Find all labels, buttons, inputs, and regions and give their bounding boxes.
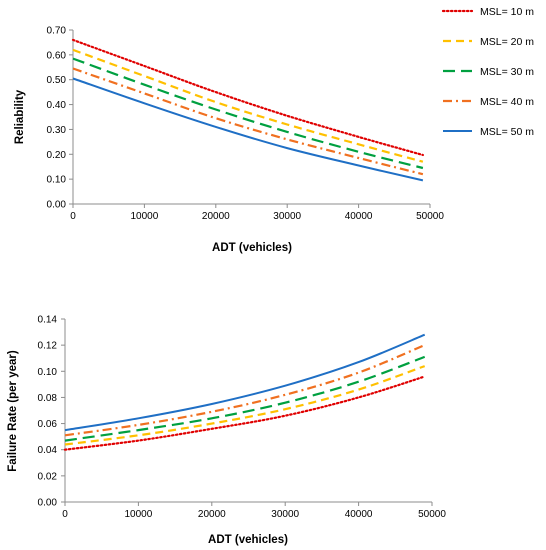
reliability-chart: 0.00 0.10 0.20 0.30 0.40 0.50 0.60 0.70 0 10000 2… xyxy=(14,6,534,254)
reliability-y-axis-title: Reliability xyxy=(14,89,26,144)
series-line-msl-10 xyxy=(63,375,426,451)
series-line-msl-50 xyxy=(72,77,424,182)
y-tick-label: 0.10 xyxy=(38,367,58,378)
y-tick-label: 0.08 xyxy=(38,393,58,404)
x-tick-label: 0 xyxy=(62,509,68,520)
y-tick-label: 0.40 xyxy=(47,100,67,111)
series-line-msl-30 xyxy=(72,57,424,170)
x-tick-label: 30000 xyxy=(273,211,301,222)
x-tick-label: 50000 xyxy=(418,509,446,520)
y-tick-label: 0.06 xyxy=(38,419,58,430)
failure-rate-y-ticks: 0.00 0.02 0.04 0.06 0.08 0.10 0.12 0.14 xyxy=(38,315,65,509)
x-tick-label: 0 xyxy=(70,211,76,222)
series-line-msl-40 xyxy=(72,67,424,176)
reliability-y-ticks: 0.00 0.10 0.20 0.30 0.40 0.50 0.60 0.70 xyxy=(47,26,73,211)
reliability-series xyxy=(71,38,424,182)
y-tick-label: 0.70 xyxy=(47,26,67,37)
legend-label: MSL= 50 m xyxy=(480,126,534,138)
y-tick-label: 0.02 xyxy=(38,471,58,482)
y-tick-label: 0.50 xyxy=(47,75,67,86)
y-tick-label: 0.04 xyxy=(38,445,58,456)
x-tick-label: 40000 xyxy=(345,509,373,520)
y-tick-label: 0.30 xyxy=(47,125,67,136)
legend-label: MSL= 40 m xyxy=(480,96,534,108)
y-tick-label: 0.10 xyxy=(47,175,67,186)
legend-label: MSL= 10 m xyxy=(480,6,534,18)
reliability-x-ticks: 0 10000 20000 30000 40000 50000 xyxy=(70,204,444,222)
failure-rate-x-axis-title: ADT (vehicles) xyxy=(208,534,288,546)
y-tick-label: 0.00 xyxy=(38,498,58,509)
series-line-msl-40 xyxy=(64,344,426,437)
failure-rate-x-ticks: 0 10000 20000 30000 40000 50000 xyxy=(62,502,446,520)
x-tick-label: 20000 xyxy=(202,211,230,222)
x-tick-label: 40000 xyxy=(345,211,373,222)
x-tick-label: 20000 xyxy=(198,509,226,520)
x-tick-label: 10000 xyxy=(124,509,152,520)
series-line-msl-10 xyxy=(71,38,424,157)
y-tick-label: 0.00 xyxy=(47,200,67,211)
y-tick-label: 0.12 xyxy=(38,341,58,352)
failure-rate-chart: 0.00 0.02 0.04 0.06 0.08 0.10 0.12 0.14 0 10000 2… xyxy=(7,315,446,547)
y-tick-label: 0.60 xyxy=(47,50,67,61)
series-line-msl-20 xyxy=(72,48,424,163)
series-line-msl-30 xyxy=(64,355,426,442)
series-line-msl-50 xyxy=(64,333,426,432)
series-line-msl-20 xyxy=(64,365,426,446)
y-tick-label: 0.14 xyxy=(38,315,58,326)
x-tick-label: 10000 xyxy=(130,211,158,222)
legend: MSL= 10 m MSL= 20 m MSL= 30 m MSL= 40 m MSL=… xyxy=(441,6,534,138)
x-tick-label: 30000 xyxy=(271,509,299,520)
y-tick-label: 0.20 xyxy=(47,150,67,161)
legend-label: MSL= 20 m xyxy=(480,36,534,48)
failure-rate-y-axis-title: Failure Rate (per year) xyxy=(7,350,19,472)
legend-label: MSL= 30 m xyxy=(480,66,534,78)
x-tick-label: 50000 xyxy=(416,211,444,222)
failure-rate-series xyxy=(63,333,426,451)
reliability-x-axis-title: ADT (vehicles) xyxy=(212,242,292,254)
